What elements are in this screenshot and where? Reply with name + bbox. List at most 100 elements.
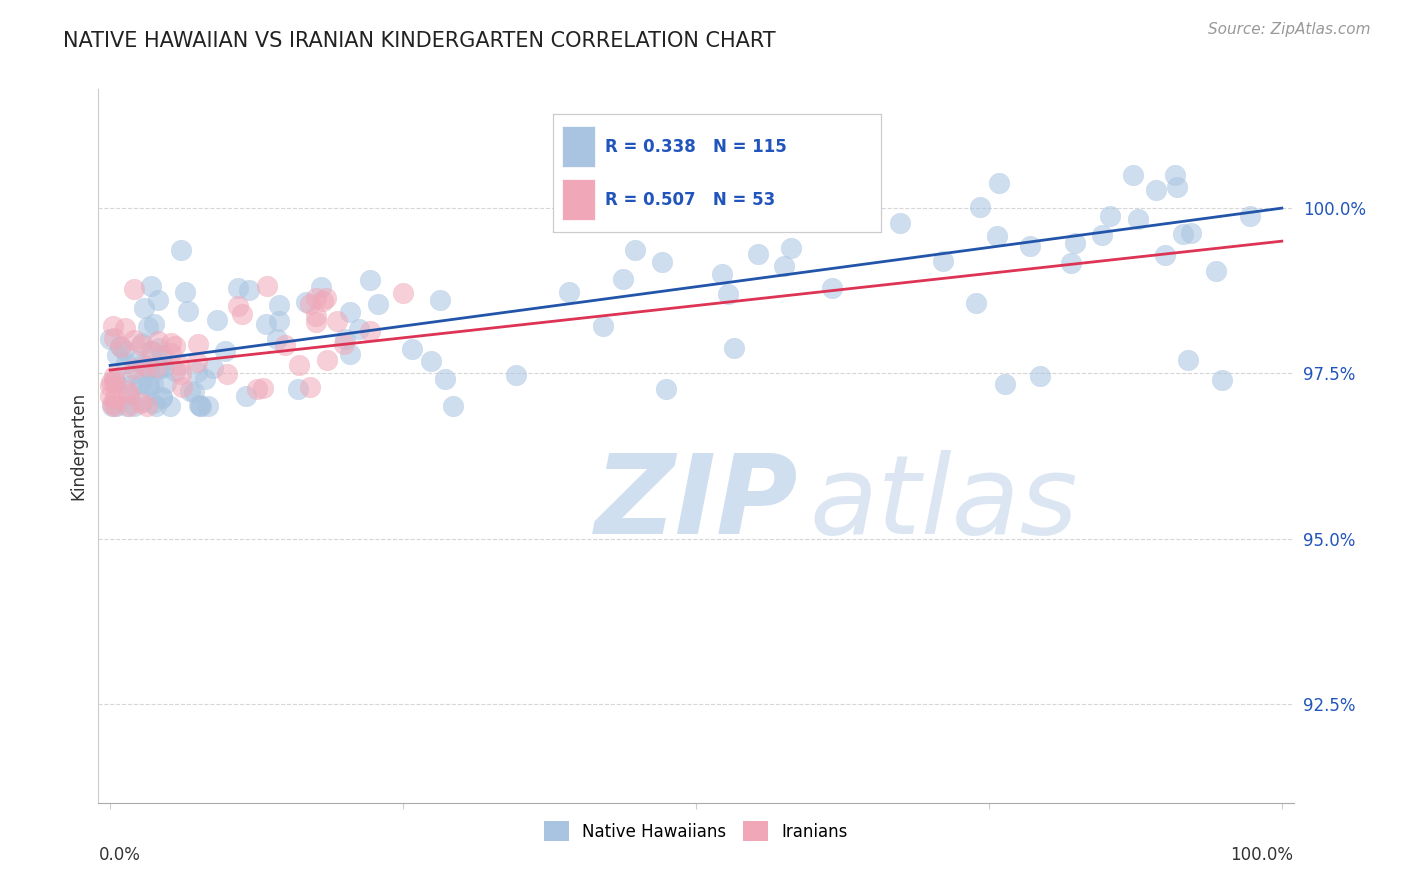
Text: atlas: atlas bbox=[810, 450, 1078, 557]
Point bbox=[723, 342, 745, 356]
Point bbox=[772, 259, 794, 273]
Point bbox=[179, 384, 201, 398]
Point bbox=[163, 364, 186, 378]
Point bbox=[202, 360, 225, 375]
Point bbox=[429, 293, 451, 307]
Point bbox=[103, 319, 125, 334]
Point bbox=[747, 246, 769, 260]
Point bbox=[183, 384, 205, 399]
Point bbox=[821, 280, 844, 294]
Point bbox=[131, 336, 153, 351]
Point bbox=[1153, 247, 1175, 261]
Legend: Native Hawaiians, Iranians: Native Hawaiians, Iranians bbox=[537, 814, 855, 848]
Point bbox=[235, 389, 257, 403]
Point bbox=[145, 400, 167, 414]
Point bbox=[254, 317, 277, 331]
Point bbox=[114, 321, 136, 335]
Point bbox=[103, 368, 125, 383]
Point bbox=[309, 280, 332, 294]
Point bbox=[129, 396, 152, 410]
Point bbox=[1019, 239, 1042, 253]
Point bbox=[339, 347, 361, 361]
Point bbox=[105, 348, 128, 362]
Point bbox=[139, 344, 162, 359]
Point bbox=[194, 372, 217, 386]
Point bbox=[132, 357, 155, 371]
Point bbox=[217, 368, 239, 382]
Point bbox=[159, 346, 181, 360]
Point bbox=[103, 400, 125, 414]
Point bbox=[153, 360, 176, 375]
Point bbox=[305, 315, 328, 329]
Point bbox=[103, 375, 125, 389]
Point bbox=[145, 360, 167, 375]
Point bbox=[138, 376, 160, 391]
Point bbox=[159, 400, 181, 414]
Point bbox=[121, 367, 143, 381]
Point bbox=[101, 400, 124, 414]
Point bbox=[205, 313, 228, 327]
Point bbox=[266, 332, 288, 346]
Point bbox=[163, 339, 186, 353]
Point bbox=[711, 267, 734, 281]
Point bbox=[115, 356, 138, 370]
Point bbox=[115, 383, 138, 397]
Point bbox=[505, 368, 527, 383]
Point bbox=[295, 295, 318, 310]
Point bbox=[148, 341, 170, 355]
Point bbox=[1163, 168, 1185, 182]
Point bbox=[780, 241, 803, 255]
Point bbox=[326, 314, 349, 328]
Point bbox=[118, 399, 141, 413]
Point bbox=[1099, 209, 1122, 223]
Text: ZIP: ZIP bbox=[595, 450, 797, 557]
Point bbox=[143, 317, 166, 331]
Point bbox=[1029, 369, 1052, 384]
Point bbox=[1171, 227, 1194, 242]
Point bbox=[141, 344, 163, 359]
Point bbox=[986, 229, 1008, 244]
Point bbox=[305, 291, 328, 305]
Point bbox=[1166, 180, 1188, 194]
Point bbox=[197, 400, 219, 414]
Point bbox=[98, 332, 121, 346]
Point bbox=[134, 359, 156, 373]
Point bbox=[298, 297, 321, 311]
Point bbox=[103, 331, 125, 345]
Point bbox=[136, 379, 159, 393]
Point bbox=[112, 343, 135, 357]
Text: 0.0%: 0.0% bbox=[98, 846, 141, 863]
Point bbox=[965, 296, 987, 310]
Point bbox=[174, 285, 197, 299]
Point bbox=[312, 294, 335, 309]
Point bbox=[150, 390, 173, 404]
Point bbox=[420, 354, 443, 368]
Point bbox=[333, 332, 356, 346]
Point bbox=[132, 301, 155, 316]
Point bbox=[246, 382, 269, 396]
Point bbox=[238, 283, 260, 297]
Point bbox=[188, 400, 211, 414]
Point bbox=[122, 361, 145, 376]
Point bbox=[170, 243, 193, 257]
Point bbox=[655, 382, 678, 396]
Point bbox=[269, 298, 291, 312]
Point bbox=[148, 362, 170, 376]
Point bbox=[104, 373, 127, 387]
Point bbox=[1064, 236, 1087, 251]
Point bbox=[434, 372, 457, 386]
Point bbox=[104, 400, 127, 414]
Point bbox=[252, 380, 274, 394]
Point bbox=[108, 339, 131, 353]
Point bbox=[226, 281, 249, 295]
Point bbox=[142, 377, 165, 392]
Point bbox=[287, 382, 309, 396]
Point bbox=[624, 244, 647, 258]
Point bbox=[347, 322, 370, 336]
Point bbox=[100, 397, 122, 411]
Point bbox=[1180, 227, 1202, 241]
Point bbox=[359, 273, 381, 287]
Y-axis label: Kindergarten: Kindergarten bbox=[69, 392, 87, 500]
Point bbox=[131, 394, 153, 409]
Text: 100.0%: 100.0% bbox=[1230, 846, 1294, 863]
